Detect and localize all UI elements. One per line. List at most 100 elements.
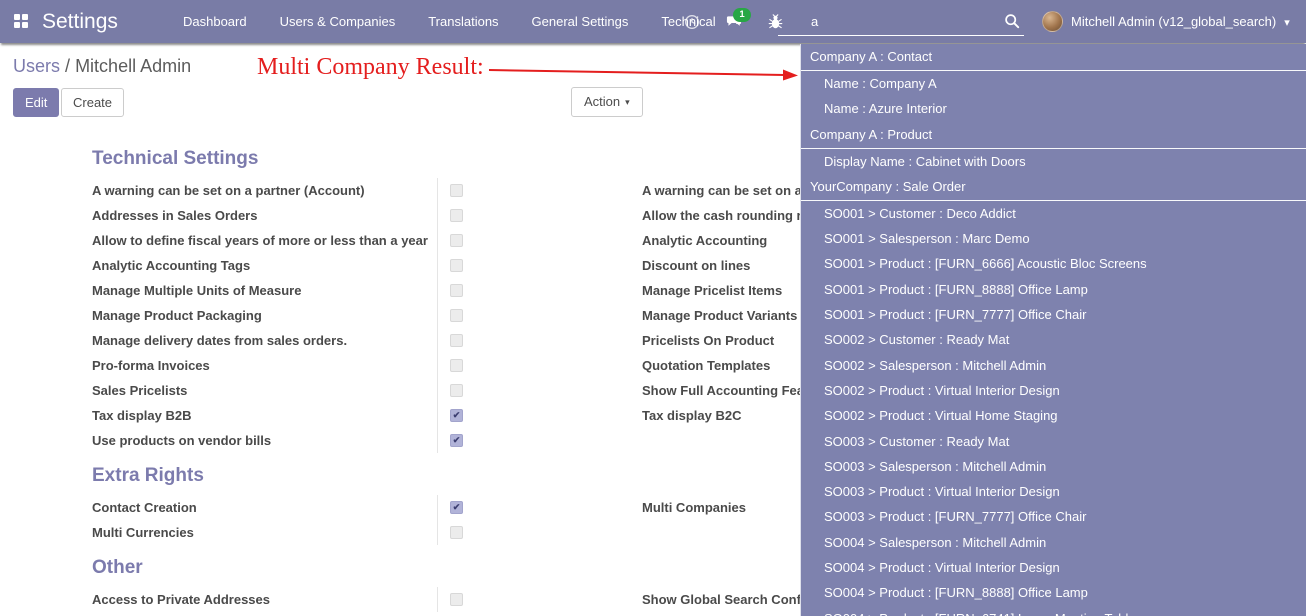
result-item[interactable]: Display Name : Cabinet with Doors [824,153,1026,169]
checkbox[interactable] [450,359,463,372]
section-title-other: Other [92,557,143,578]
checkbox[interactable] [450,284,463,297]
setting-row: Multi Currencies [92,520,1302,545]
result-item[interactable]: Name : Company A [824,76,937,91]
checkbox[interactable] [450,526,463,539]
result-item[interactable]: SO001 > Product : [FURN_7777] Office Cha… [824,307,1087,323]
setting-label: Manage Product Variants [642,308,798,323]
result-item[interactable]: Name : Azure Interior [824,101,947,117]
setting-label: Addresses in Sales Orders [92,208,258,223]
setting-label: Allow to define fiscal years of more or … [92,233,428,248]
result-item[interactable]: SO003 > Product : [FURN_7777] Office Cha… [824,509,1087,525]
create-button[interactable]: Create [61,88,125,117]
result-item[interactable]: SO002 > Customer : Ready Mat [824,332,1010,348]
section-other-rows: Access to Private Addresses Show Global … [92,587,1302,612]
checkbox[interactable] [450,184,463,197]
checkbox[interactable] [450,384,463,397]
annotation-text: Multi Company Result: [257,54,484,80]
setting-row: Allow to define fiscal years of more or … [92,228,1302,253]
checkbox[interactable] [450,409,463,422]
result-item[interactable]: SO001 > Customer : Deco Addict [824,205,1016,221]
menu-item-dashboard[interactable]: Dashboard [183,14,247,29]
setting-row: Use products on vendor bills [92,428,1302,453]
caret-down-icon [1284,14,1290,29]
setting-label: Manage Product Packaging [92,308,262,323]
result-group-header: Company A : Product [801,122,1306,149]
result-item[interactable]: SO003 > Salesperson : Mitchell Admin [824,458,1047,474]
setting-label: Pricelists On Product [642,333,775,348]
search-icon[interactable] [1004,13,1020,29]
result-item[interactable]: SO002 > Product : Virtual Home Staging [824,408,1058,424]
edit-button[interactable]: Edit [13,88,60,117]
setting-row: Contact Creation Multi Companies [92,495,1302,520]
search-input[interactable] [778,7,1024,35]
breadcrumb: Users / Mitchell Admin [13,56,191,77]
checkbox[interactable] [450,501,463,514]
setting-label: Tax display B2B [92,408,192,423]
section-extra-rows: Contact Creation Multi Companies Multi C… [92,495,1302,545]
user-menu[interactable]: Mitchell Admin (v12_global_search) [1042,0,1290,43]
setting-label: Tax display B2C [642,408,742,423]
checkbox[interactable] [450,209,463,222]
setting-label: Manage Multiple Units of Measure [92,283,302,298]
checkbox[interactable] [450,309,463,322]
result-item[interactable]: SO001 > Salesperson : Marc Demo [824,231,1030,247]
result-item[interactable]: SO003 > Product : Virtual Interior Desig… [824,484,1060,500]
section-title-technical-settings: Technical Settings [92,148,259,169]
checkbox[interactable] [450,434,463,447]
result-item[interactable]: SO003 > Customer : Ready Mat [824,433,1010,449]
setting-label: Discount on lines [642,258,751,273]
menu-item-technical[interactable]: Technical [661,14,716,29]
setting-row: Analytic Accounting Tags Discount on lin… [92,253,1302,278]
action-dropdown-button[interactable]: Action [571,87,643,117]
result-group-header: YourCompany : Sale Order [801,174,1306,201]
apps-menu-icon[interactable] [14,14,29,29]
checkbox[interactable] [450,334,463,347]
caret-down-icon [620,94,630,109]
setting-row: Manage delivery dates from sales orders.… [92,328,1302,353]
result-item[interactable]: SO001 > Product : [FURN_8888] Office Lam… [824,281,1088,297]
setting-row: Manage Product Packaging Manage Product … [92,303,1302,328]
setting-label: Use products on vendor bills [92,433,272,448]
setting-label: Contact Creation [92,500,197,515]
app-name[interactable]: Settings [42,9,118,33]
search-results-dropdown: Company A : Contact Name : Company A Nam… [800,44,1306,616]
setting-label: Sales Pricelists [92,383,188,398]
breadcrumb-current: Mitchell Admin [75,56,192,76]
setting-row: A warning can be set on a partner (Accou… [92,178,1302,203]
setting-label: A warning can be set on a partner (Accou… [92,183,365,198]
action-label: Action [584,94,621,109]
setting-label: Manage Pricelist Items [642,283,783,298]
setting-label: Allow the cash rounding r [642,208,802,223]
breadcrumb-users-link[interactable]: Users [13,56,61,76]
setting-label: A warning can be set on a [642,183,802,198]
result-item[interactable]: SO004 > Salesperson : Mitchell Admin [824,534,1047,550]
menu-item-translations[interactable]: Translations [428,14,499,29]
setting-row: Tax display B2B Tax display B2C [92,403,1302,428]
setting-label: Quotation Templates [642,358,771,373]
result-item[interactable]: SO002 > Salesperson : Mitchell Admin [824,357,1047,373]
setting-row: Addresses in Sales Orders Allow the cash… [92,203,1302,228]
settings-form: Technical Settings A warning can be set … [92,140,1302,612]
menu-item-users-companies[interactable]: Users & Companies [279,14,396,29]
setting-row: Pro-forma Invoices Quotation Templates [92,353,1302,378]
checkbox[interactable] [450,593,463,606]
result-group-header: Company A : Contact [801,44,1306,71]
result-item[interactable]: SO002 > Product : Virtual Interior Desig… [824,382,1060,398]
setting-label: Access to Private Addresses [92,592,271,607]
checkbox[interactable] [450,234,463,247]
breadcrumb-separator: / [65,56,71,76]
setting-label: Pro-forma Invoices [92,358,210,373]
setting-label: Analytic Accounting [642,233,768,248]
messages-icon[interactable]: 1 [726,7,751,30]
message-count-badge: 1 [733,7,751,22]
result-item[interactable]: SO004 > Product : [FURN_8888] Office Lam… [824,585,1088,601]
setting-label: Multi Currencies [92,525,194,540]
menu-item-general-settings[interactable]: General Settings [531,14,629,29]
result-item[interactable]: SO004 > Product : Virtual Interior Desig… [824,560,1060,576]
annotation-arrow [488,69,798,81]
result-item[interactable]: SO001 > Product : [FURN_6666] Acoustic B… [824,256,1147,272]
checkbox[interactable] [450,259,463,272]
activities-clock-icon[interactable] [684,14,700,30]
result-item[interactable]: SO004 > Product : [FURN_6741] Large Meet… [801,606,1306,616]
